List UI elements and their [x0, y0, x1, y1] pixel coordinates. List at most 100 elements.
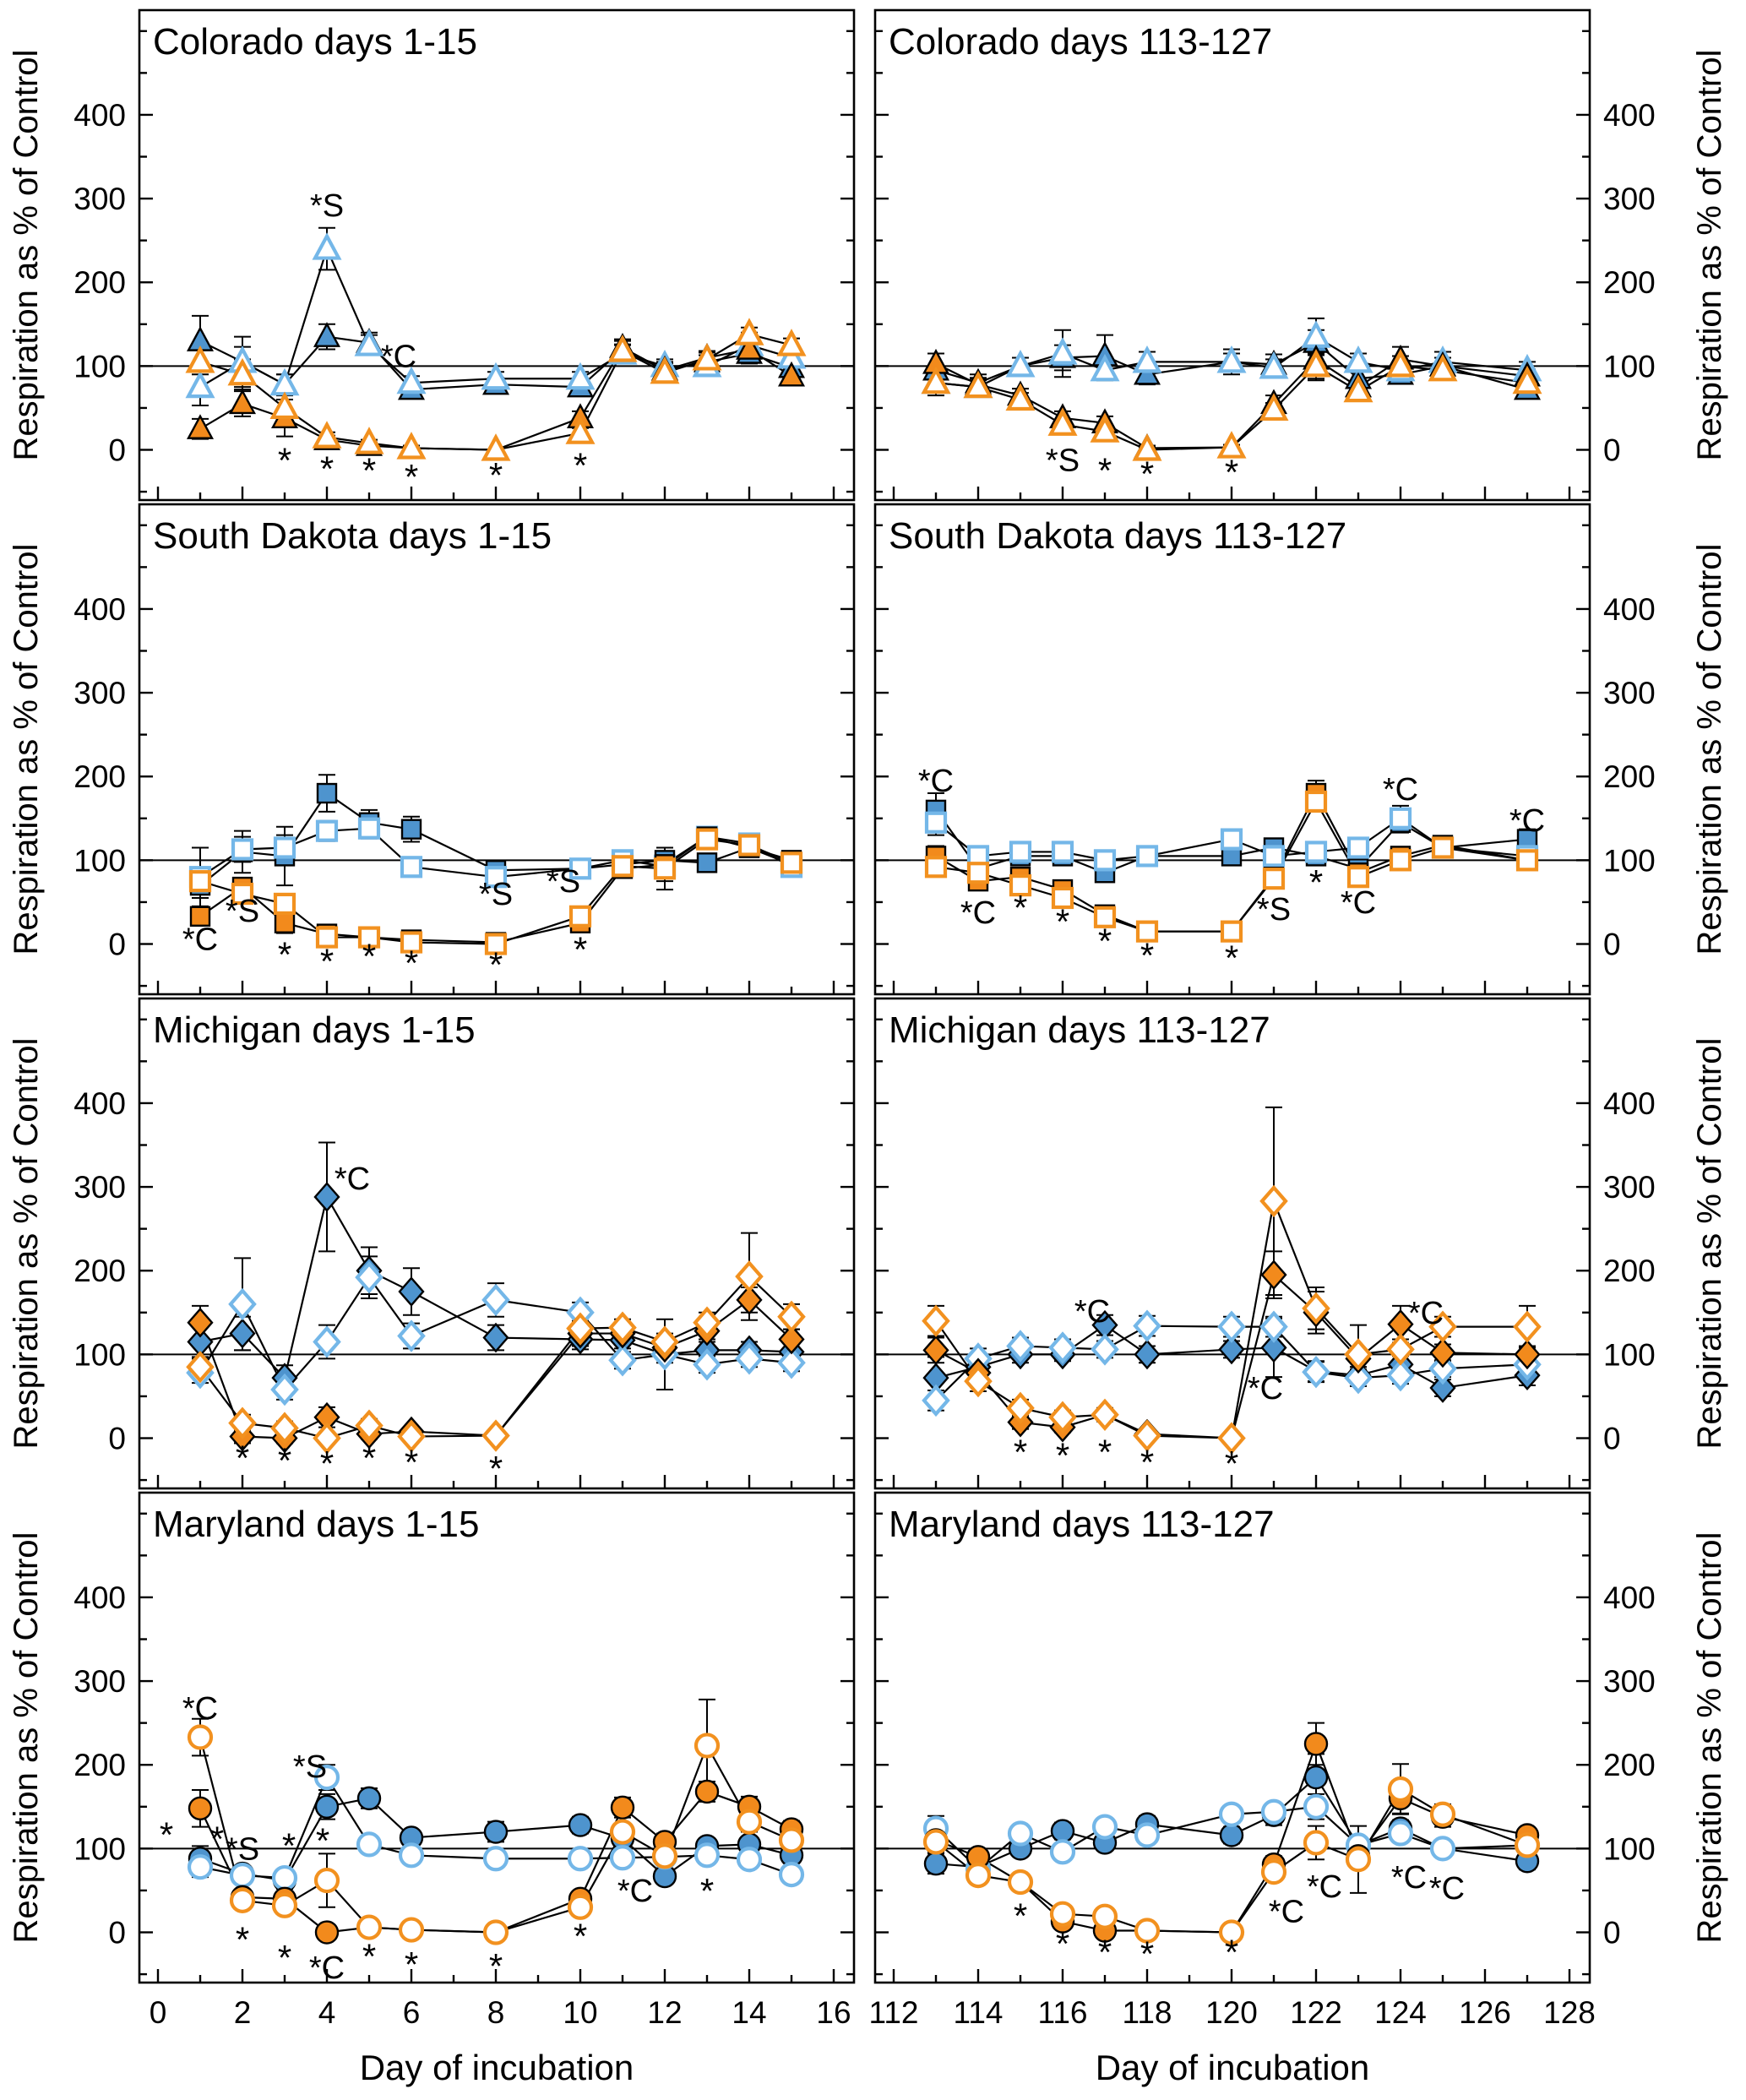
data-point-marker	[651, 1843, 678, 1869]
data-point-marker	[397, 1319, 426, 1352]
x-tick-label: 8	[487, 1995, 505, 2030]
data-point-marker	[568, 1813, 593, 1837]
y-tick-label: 0	[108, 1422, 126, 1456]
data-point-marker	[1217, 1310, 1246, 1343]
data-point-marker	[694, 1779, 720, 1804]
data-point-marker	[1346, 836, 1370, 859]
data-point-marker	[1303, 1732, 1329, 1756]
significance-annotation: *	[1014, 1896, 1027, 1936]
panel-title: South Dakota days 113-127	[889, 515, 1346, 557]
panel-border	[138, 997, 856, 1490]
data-point-marker	[398, 1276, 425, 1307]
significance-annotation: *	[405, 457, 418, 497]
data-point-marker	[1428, 353, 1458, 382]
y-tick-label: 0	[1603, 928, 1621, 962]
data-point-marker	[608, 1344, 637, 1377]
data-point-marker	[1009, 841, 1032, 863]
y-axis-title-left: Respiration as % of Control	[8, 1532, 45, 1944]
data-point-marker	[1428, 1310, 1457, 1343]
data-point-marker	[693, 1348, 721, 1381]
data-point-marker	[228, 1406, 257, 1439]
data-point-marker	[356, 1786, 382, 1811]
data-point-marker	[607, 335, 638, 362]
significance-annotation: *	[574, 929, 587, 969]
data-point-marker	[188, 1796, 213, 1820]
data-point-marker	[1007, 1820, 1034, 1847]
data-point-marker	[1302, 1292, 1330, 1325]
y-tick-label: 300	[1603, 676, 1656, 710]
significance-annotation: *	[320, 941, 334, 981]
data-point-marker	[1007, 1869, 1034, 1896]
data-point-marker	[1389, 849, 1412, 872]
y-tick-label: 100	[73, 1337, 126, 1372]
data-point-marker	[923, 1852, 949, 1876]
significance-annotation: *	[1140, 1934, 1154, 1973]
y-tick-label: 400	[73, 592, 126, 627]
data-point-marker	[1259, 393, 1289, 422]
data-point-marker	[696, 852, 718, 873]
data-point-marker	[1343, 374, 1373, 403]
data-point-marker	[315, 926, 339, 949]
significance-annotation: *	[574, 1916, 587, 1956]
data-point-marker	[1259, 351, 1289, 379]
y-tick-label: 200	[1603, 265, 1656, 300]
significance-annotation: *S	[226, 894, 259, 929]
data-point-marker	[567, 1894, 594, 1920]
data-point-marker	[1051, 886, 1074, 910]
data-point-marker	[1259, 1184, 1288, 1218]
x-axis-title: Day of incubation	[1096, 2048, 1370, 2087]
data-point-marker	[186, 414, 215, 439]
data-point-marker	[482, 1919, 509, 1945]
data-point-marker	[400, 819, 422, 840]
data-point-marker	[1217, 1422, 1246, 1455]
data-point-marker	[736, 1285, 763, 1315]
panel-title: Maryland days 1-15	[153, 1504, 479, 1545]
data-point-marker	[227, 357, 258, 386]
data-point-marker	[481, 1283, 510, 1317]
data-point-marker	[312, 421, 342, 449]
significance-annotation: *	[236, 1438, 249, 1477]
data-point-marker	[1344, 1361, 1373, 1395]
data-point-marker	[1220, 828, 1243, 851]
significance-annotation: *	[278, 440, 291, 480]
x-tick-label: 128	[1543, 1995, 1596, 2030]
data-point-marker	[565, 362, 596, 390]
data-point-marker	[695, 828, 719, 851]
data-point-marker	[1009, 874, 1032, 897]
data-point-marker	[185, 370, 215, 399]
x-tick-label: 126	[1459, 1995, 1511, 2030]
data-point-marker	[1047, 337, 1078, 365]
data-point-marker	[274, 912, 296, 933]
y-tick-label: 100	[1603, 349, 1656, 384]
data-point-marker	[270, 1412, 299, 1444]
significance-annotation: *C	[960, 895, 996, 931]
significance-annotation: *S	[310, 188, 344, 224]
data-point-marker	[778, 1324, 805, 1355]
data-point-marker	[316, 782, 338, 804]
data-point-marker	[1514, 1832, 1541, 1858]
significance-annotation: *C	[1429, 1871, 1465, 1907]
x-tick-label: 16	[816, 1995, 851, 2030]
x-tick-label: 114	[954, 1995, 1004, 2030]
data-point-marker	[185, 345, 215, 373]
data-point-marker	[188, 870, 212, 893]
data-point-marker	[357, 817, 381, 840]
significance-annotation: *	[405, 943, 418, 982]
data-point-marker	[1304, 790, 1328, 813]
data-point-marker	[1513, 1310, 1542, 1343]
significance-annotation: *	[278, 1938, 291, 1978]
data-point-marker	[229, 1862, 256, 1889]
data-point-marker	[1132, 433, 1162, 461]
data-point-marker	[189, 906, 211, 927]
data-point-marker	[228, 1287, 257, 1321]
data-point-marker	[1006, 1330, 1035, 1363]
data-point-marker	[1218, 1919, 1245, 1945]
data-point-marker	[481, 362, 511, 390]
significance-annotation: *	[278, 1440, 291, 1480]
data-point-marker	[186, 1351, 215, 1384]
data-point-marker	[1431, 836, 1455, 859]
data-point-marker	[273, 836, 296, 859]
panel-border	[873, 8, 1591, 502]
